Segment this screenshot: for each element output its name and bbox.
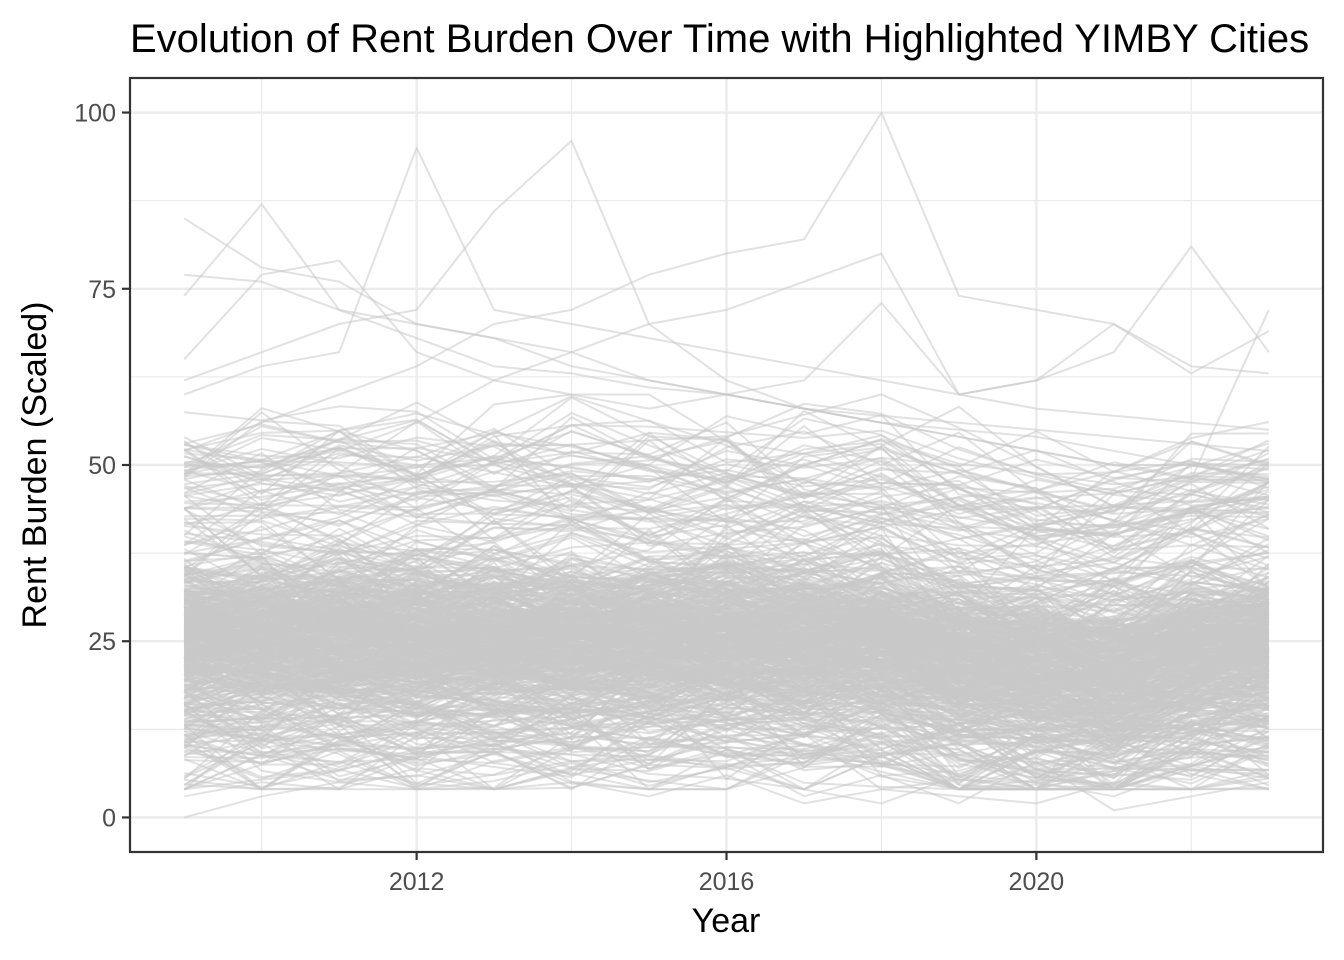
series-line [183, 681, 1269, 745]
y-tick-label: 75 [88, 276, 116, 304]
series-line [183, 703, 1270, 791]
y-tick-label: 25 [88, 628, 116, 656]
series-line [184, 558, 1270, 654]
series-line [184, 582, 1269, 667]
series-line [183, 111, 1269, 452]
series-line [183, 435, 1269, 523]
series-line [184, 731, 1269, 812]
series-line [184, 402, 1270, 502]
x-tick-label: 2020 [1009, 868, 1065, 896]
x-tick-label: 2012 [389, 868, 445, 896]
series-line [183, 730, 1270, 791]
series-line [184, 439, 1269, 537]
series-line [183, 520, 1269, 577]
y-tick-label: 100 [74, 100, 116, 128]
series-line [184, 516, 1269, 617]
series-line [184, 668, 1269, 757]
series-line [183, 654, 1270, 778]
series-line [183, 461, 1270, 578]
series-line [184, 569, 1269, 668]
series-line [183, 716, 1270, 791]
series-line [183, 540, 1269, 613]
series-line [183, 655, 1270, 777]
y-axis: 0 25 50 75 100 [74, 100, 130, 832]
series-line [184, 666, 1270, 741]
series-line [183, 418, 1270, 481]
series-line [184, 405, 1269, 486]
series-line [183, 725, 1270, 791]
series-line [183, 590, 1269, 687]
series-line [184, 507, 1270, 640]
series-line [183, 499, 1270, 601]
series-line [184, 566, 1270, 684]
series-line [183, 455, 1269, 551]
series-line [183, 452, 1270, 559]
series-line [184, 419, 1270, 511]
y-tick-label: 50 [88, 452, 116, 480]
series-line [184, 483, 1269, 561]
series-line [183, 562, 1269, 708]
series-line [184, 245, 1270, 481]
x-axis-title: Year [692, 902, 761, 940]
series-line [183, 525, 1270, 626]
series-line [183, 541, 1270, 673]
series-line [184, 665, 1269, 744]
series-line [184, 609, 1270, 690]
series-line [184, 589, 1269, 720]
series-line [184, 612, 1270, 705]
series-line [183, 635, 1269, 722]
series-line [184, 393, 1270, 510]
series-line [183, 454, 1270, 548]
series-line [183, 457, 1270, 519]
y-tick-label: 0 [102, 804, 116, 832]
series-line [183, 673, 1269, 780]
series-line [184, 417, 1270, 569]
series-line [184, 583, 1269, 672]
plot-panel [128, 76, 1325, 854]
series-line [183, 259, 1270, 410]
series-line [183, 427, 1269, 540]
series-lines [183, 111, 1270, 819]
series-line [183, 774, 1269, 819]
chart-title: Evolution of Rent Burden Over Time with … [130, 17, 1309, 61]
series-line [184, 643, 1270, 745]
series-line [184, 760, 1270, 805]
series-line [184, 632, 1269, 730]
series-line [184, 488, 1270, 583]
series-line [183, 500, 1270, 602]
series-line [184, 667, 1270, 731]
series-line [184, 710, 1270, 791]
series-line [183, 588, 1270, 675]
series-line [183, 429, 1270, 514]
series-line [184, 490, 1270, 564]
series-line [183, 146, 1269, 431]
series-line [184, 496, 1270, 588]
x-axis: 2012 2016 2020 [389, 852, 1064, 896]
series-line [183, 658, 1269, 743]
y-axis-title: Rent Burden (Scaled) [16, 302, 54, 629]
series-line [183, 420, 1269, 511]
series-line [183, 543, 1269, 656]
x-tick-label: 2016 [699, 868, 755, 896]
